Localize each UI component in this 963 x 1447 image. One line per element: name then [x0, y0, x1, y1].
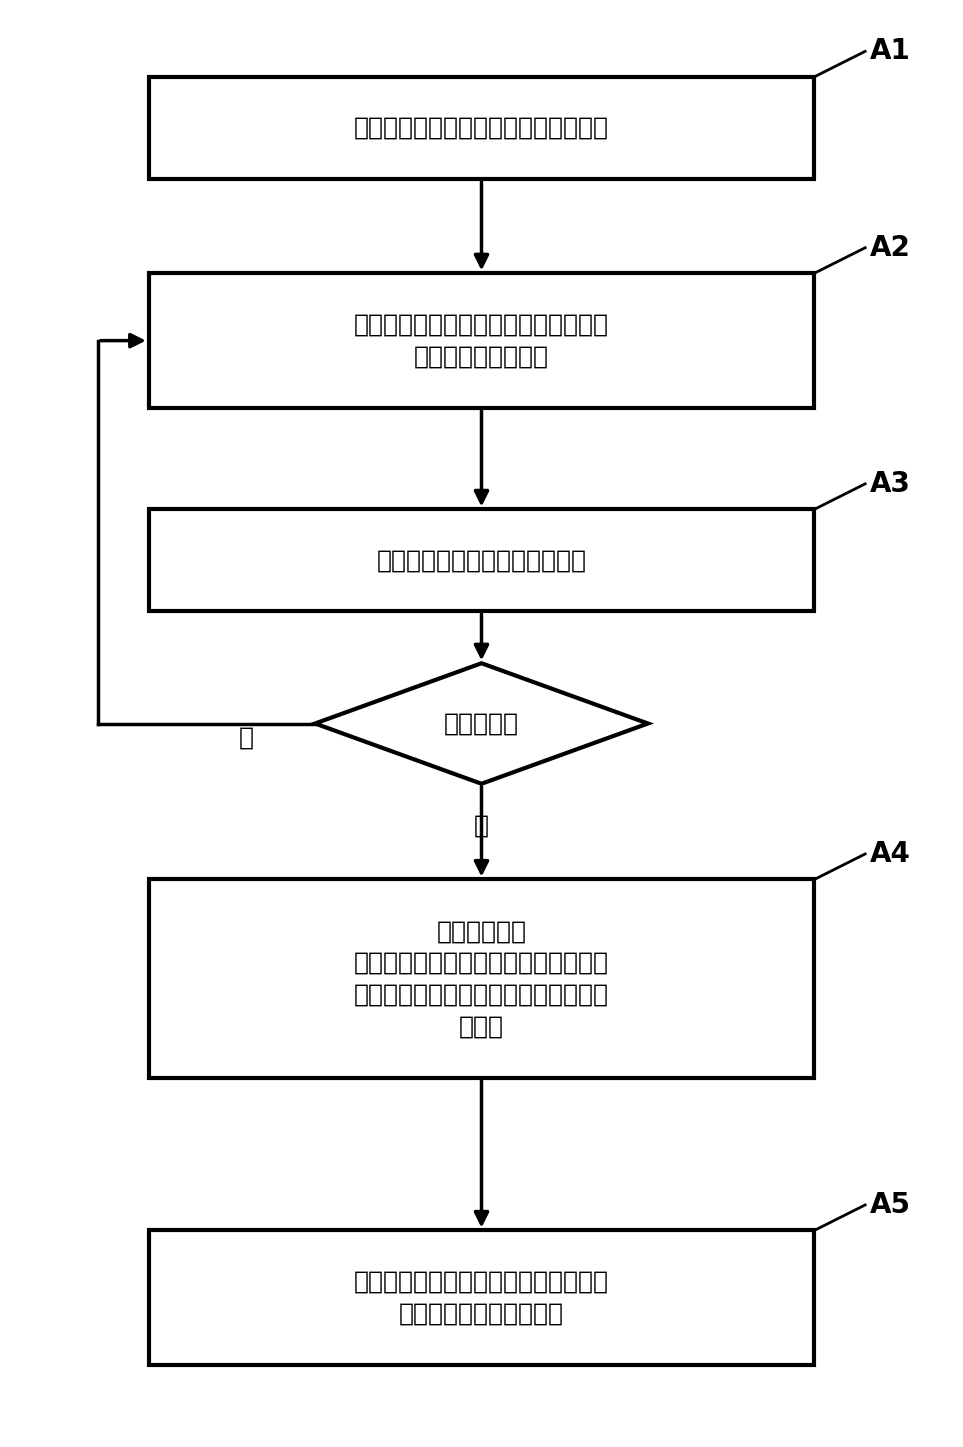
Polygon shape	[315, 663, 648, 784]
Bar	[148, 1230, 815, 1365]
Bar	[148, 273, 815, 408]
Text: A4: A4	[870, 839, 911, 868]
Text: 拟合出时间和调节电压间的关系，从而
获得灯丝的剩余使用时间: 拟合出时间和调节电压间的关系，从而 获得灯丝的剩余使用时间	[354, 1270, 609, 1325]
Text: 分析最大和最小离子峰信号强度: 分析最大和最小离子峰信号强度	[377, 548, 586, 573]
Bar	[148, 509, 815, 612]
Text: 满足条件？: 满足条件？	[444, 712, 519, 735]
Text: 否: 否	[238, 726, 253, 750]
Text: 是: 是	[474, 813, 489, 838]
Text: 标气通入离子源中，获得谱图中最大和
最小离子峰信号强度: 标气通入离子源中，获得谱图中最大和 最小离子峰信号强度	[354, 313, 609, 369]
Bar	[148, 77, 815, 179]
Text: 当达到离子源的自检周期时，关闭样气: 当达到离子源的自检周期时，关闭样气	[354, 116, 609, 140]
Text: A3: A3	[870, 470, 911, 498]
Bar	[148, 880, 815, 1078]
Text: A2: A2	[870, 234, 911, 262]
Text: A5: A5	[870, 1191, 911, 1218]
Text: A1: A1	[870, 38, 911, 65]
Text: 正常测量，并
记录此次调节后的灯丝工作电压，调节
的总电压，距离上次灯丝工作电压调节
的时间: 正常测量，并 记录此次调节后的灯丝工作电压，调节 的总电压，距离上次灯丝工作电压…	[354, 919, 609, 1037]
